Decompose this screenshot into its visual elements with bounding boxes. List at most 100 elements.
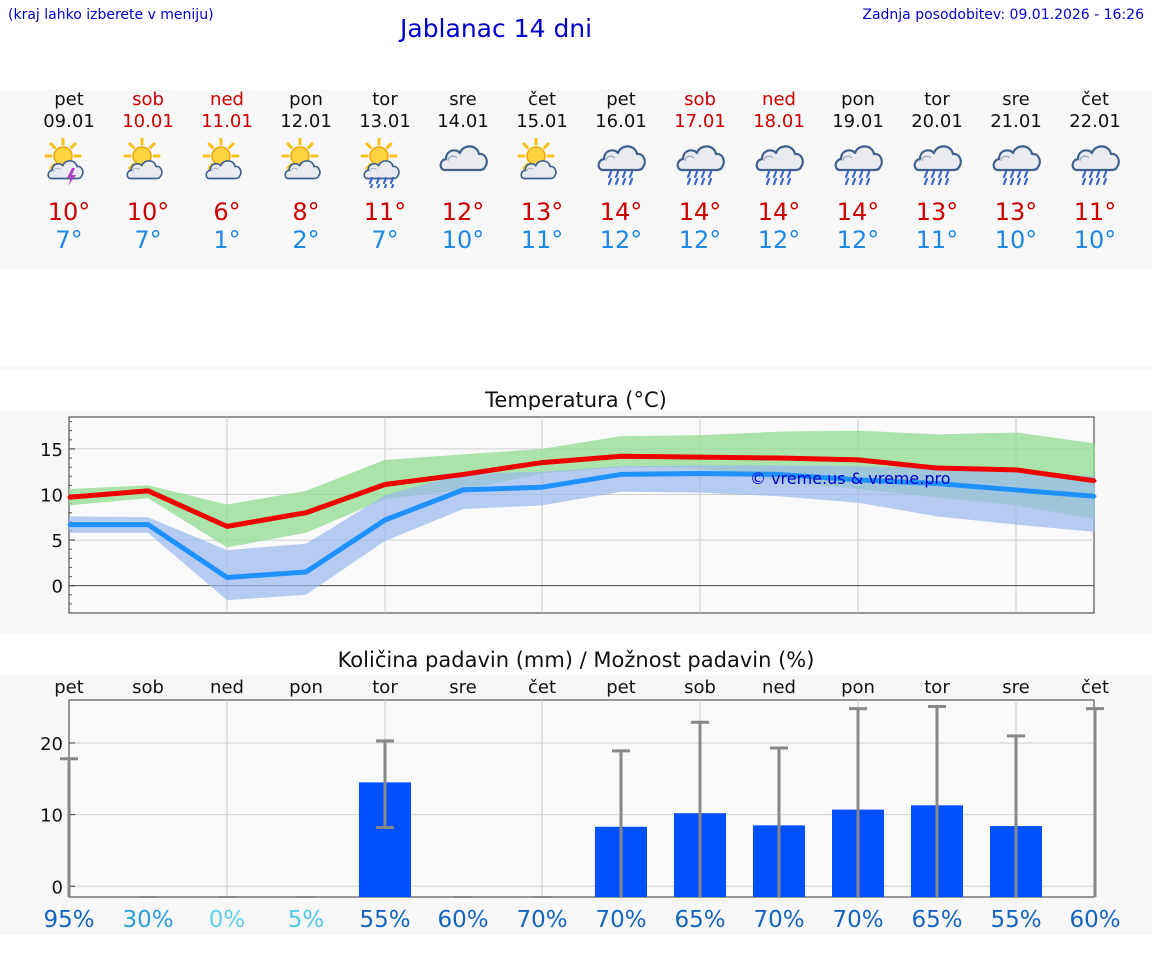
- precipitation-probability: 95%: [43, 907, 94, 933]
- day-date: 11.01: [201, 111, 253, 132]
- max-temperature-point: [935, 466, 939, 470]
- day-name: čet: [1080, 89, 1110, 110]
- day-name: pet: [54, 89, 84, 110]
- max-temperature-point: [383, 482, 387, 486]
- min-temperature-point: [777, 472, 781, 476]
- cloud-rain-icon: [1071, 145, 1120, 186]
- max-temperature: 14°: [678, 198, 722, 226]
- day-date: 09.01: [43, 111, 95, 132]
- min-temperature-range-band: [69, 465, 1095, 601]
- min-temperature: 2°: [292, 226, 320, 254]
- max-temperature: 14°: [599, 198, 643, 226]
- precipitation-probability: 65%: [674, 907, 725, 933]
- min-temperature: 10°: [994, 226, 1038, 254]
- day-date: 12.01: [280, 111, 332, 132]
- precip-day-name: sre: [1002, 677, 1029, 698]
- max-temperature: 14°: [836, 198, 880, 226]
- day-column: ned 11.01: [187, 89, 267, 133]
- max-temperature-line: [68, 453, 1096, 529]
- temperature-chart-area: 0 5 10 15 © vreme.us & vreme.pro: [0, 410, 1152, 634]
- day-name: sob: [132, 89, 164, 110]
- precipitation-probability: 70%: [832, 907, 883, 933]
- max-temperature-point: [225, 524, 229, 528]
- precip-day-name: čet: [528, 677, 556, 698]
- max-temperature-point: [1014, 468, 1018, 472]
- min-temperature-point: [304, 570, 308, 574]
- max-temperature: 11°: [1073, 198, 1117, 226]
- y-tick-label: 10: [40, 806, 63, 827]
- min-temperature: 10°: [1073, 226, 1117, 254]
- precip-day-name: sob: [684, 677, 716, 698]
- day-column: pet 09.01: [29, 89, 109, 133]
- sun-cloud-icon: [202, 138, 242, 180]
- precipitation-probability: 0%: [209, 907, 246, 933]
- max-temperature-point: [67, 495, 71, 499]
- precip-day-name: ned: [210, 677, 244, 698]
- cloud-rain-icon: [834, 145, 883, 186]
- day-name: pet: [606, 89, 636, 110]
- max-temperature: 11°: [363, 198, 407, 226]
- min-temperature: 11°: [520, 226, 564, 254]
- min-temperature: 12°: [678, 226, 722, 254]
- day-column: sob 10.01: [108, 89, 188, 133]
- min-temperature: 12°: [757, 226, 801, 254]
- max-temperature: 13°: [520, 198, 564, 226]
- precipitation-chart-title: Količina padavin (mm) / Možnost padavin …: [337, 648, 815, 672]
- cloud-rain-icon: [676, 145, 725, 186]
- region-menu-hint: (kraj lahko izberete v meniju): [8, 7, 214, 23]
- min-temperature-point: [67, 523, 71, 527]
- precipitation-chart-area: pet sob ned pon tor sre čet pet sob ned pon tor sre č…: [0, 675, 1152, 935]
- day-name: ned: [210, 89, 244, 110]
- day-name: čet: [527, 89, 557, 110]
- precip-day-name: pet: [54, 677, 84, 698]
- day-date: 20.01: [911, 111, 963, 132]
- max-temperature-point: [698, 455, 702, 459]
- day-date: 13.01: [359, 111, 411, 132]
- min-temperature: 1°: [213, 226, 241, 254]
- max-temperature: 12°: [441, 198, 485, 226]
- precipitation-probability: 70%: [595, 907, 646, 933]
- divider: [0, 366, 1152, 370]
- min-temperature-point: [225, 575, 229, 579]
- min-temperature: 12°: [599, 226, 643, 254]
- max-temperature: 6°: [213, 198, 241, 226]
- min-temperature: 7°: [371, 226, 399, 254]
- min-temperature-point: [698, 472, 702, 476]
- precipitation-probability: 60%: [1069, 907, 1120, 933]
- day-date: 19.01: [832, 111, 884, 132]
- precip-day-name: pon: [841, 677, 875, 698]
- day-name: pon: [289, 89, 323, 110]
- day-column: sre 21.01: [976, 89, 1056, 133]
- temperature-chart: 0 5 10 15 © vreme.us & vreme.pro: [40, 416, 1097, 614]
- min-temperature-point: [1014, 488, 1018, 492]
- day-date: 10.01: [122, 111, 174, 132]
- precipitation-probability: 55%: [359, 907, 410, 933]
- precipitation-probability: 65%: [911, 907, 962, 933]
- max-temperature: 14°: [757, 198, 801, 226]
- day-date: 17.01: [674, 111, 726, 132]
- day-column: pon 12.01: [266, 89, 346, 133]
- precip-day-name: tor: [372, 677, 398, 698]
- min-temperature-point: [461, 488, 465, 492]
- precipitation-probability: 5%: [288, 907, 325, 933]
- max-temperature-point: [146, 489, 150, 493]
- day-column: ned 18.01: [739, 89, 819, 133]
- min-temperature: 10°: [441, 226, 485, 254]
- day-column: pet 16.01: [581, 89, 661, 133]
- y-tick-label: 20: [40, 734, 63, 755]
- sun-cloud-rain-icon: [360, 138, 400, 188]
- day-name: tor: [372, 89, 398, 110]
- day-date: 15.01: [516, 111, 568, 132]
- day-name: sre: [1002, 89, 1030, 110]
- precipitation-probability: 70%: [753, 907, 804, 933]
- max-temperature-point: [777, 456, 781, 460]
- min-temperature-point: [935, 482, 939, 486]
- y-tick-label: 5: [52, 531, 63, 552]
- daily-forecast-strip: [0, 90, 1152, 270]
- min-temperature: 7°: [134, 226, 162, 254]
- min-temperature-point: [146, 523, 150, 527]
- max-temperature-point: [540, 461, 544, 465]
- day-column: čet 22.01: [1055, 89, 1135, 133]
- day-column: tor 13.01: [345, 89, 425, 133]
- precip-day-name: ned: [762, 677, 796, 698]
